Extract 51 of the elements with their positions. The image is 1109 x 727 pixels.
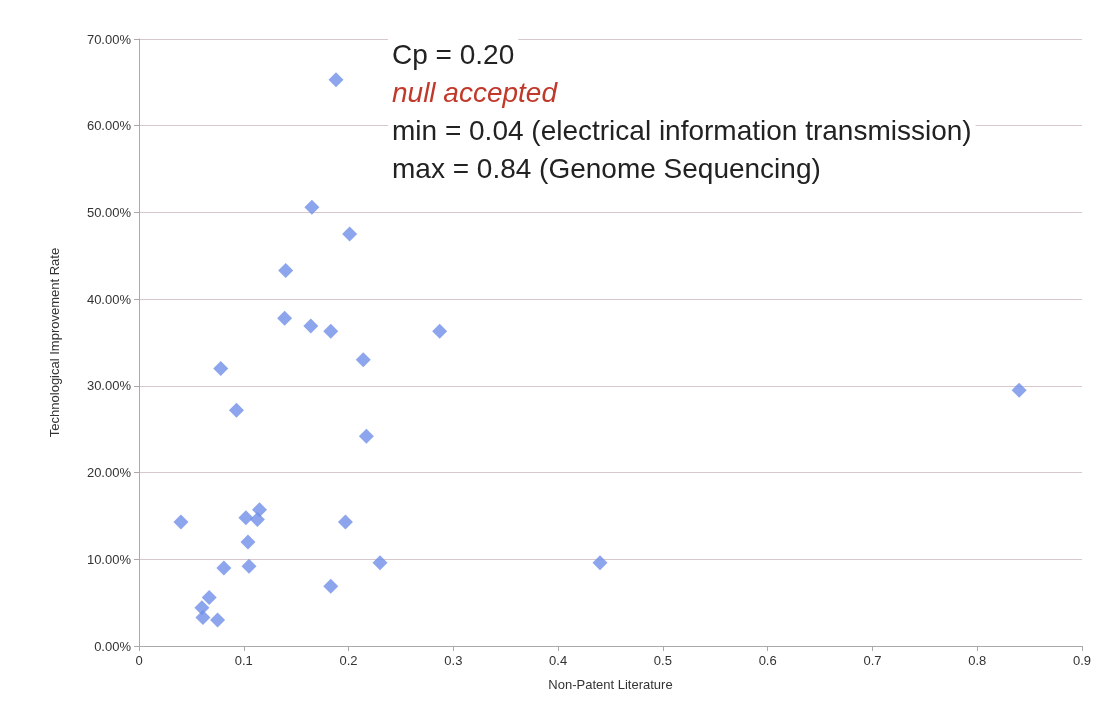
x-tick-label: 0.9 [1072,653,1092,668]
point [323,578,339,594]
point [251,502,267,518]
point [358,428,374,444]
point [303,318,319,334]
y-tick-label: 0.00% [94,638,132,654]
point [228,402,244,418]
annotation: min = 0.04 (electrical information transmission) [392,114,972,146]
point [592,555,608,571]
x-tick-label: 0.6 [758,653,777,668]
point [278,263,294,279]
x-tick-label: 0.8 [968,653,987,668]
point [240,534,256,550]
y-tick-label: 70.00% [86,31,132,47]
point [304,199,320,215]
y-tick-label: 50.00% [86,204,132,220]
annotation: max = 0.84 (Genome Sequencing) [392,152,821,184]
point [216,560,232,576]
x-tick-label: 0.2 [339,653,358,668]
y-axis-title: Technological Improvement Rate [47,247,62,438]
annotation: null accepted [392,76,559,108]
point [241,558,257,574]
y-tick-label: 30.00% [86,378,132,394]
point [249,511,265,527]
point [355,352,371,368]
point [195,609,211,625]
point [323,323,339,339]
x-tick-label: 0 [135,653,143,668]
point [342,226,358,242]
point [277,310,293,326]
y-tick-label: 40.00% [86,291,132,307]
x-tick-label: 0.1 [234,653,253,668]
point [328,72,344,88]
point [210,612,226,628]
y-tick-label: 20.00% [86,465,132,481]
x-axis-title: Non-Patent Literature [548,677,673,692]
point [432,323,448,339]
point [372,555,388,571]
point [1011,382,1027,398]
x-tick-label: 0.5 [653,653,672,668]
point [201,589,217,605]
x-tick-label: 0.4 [549,653,568,668]
point [173,514,189,530]
y-tick-label: 60.00% [86,118,132,134]
point [238,510,254,526]
y-tick-label: 10.00% [86,551,132,567]
x-tick-label: 0.3 [444,653,463,668]
x-tick-label: 0.7 [863,653,882,668]
annotation: Cp = 0.20 [392,38,515,70]
point [337,514,353,530]
point [213,361,229,377]
